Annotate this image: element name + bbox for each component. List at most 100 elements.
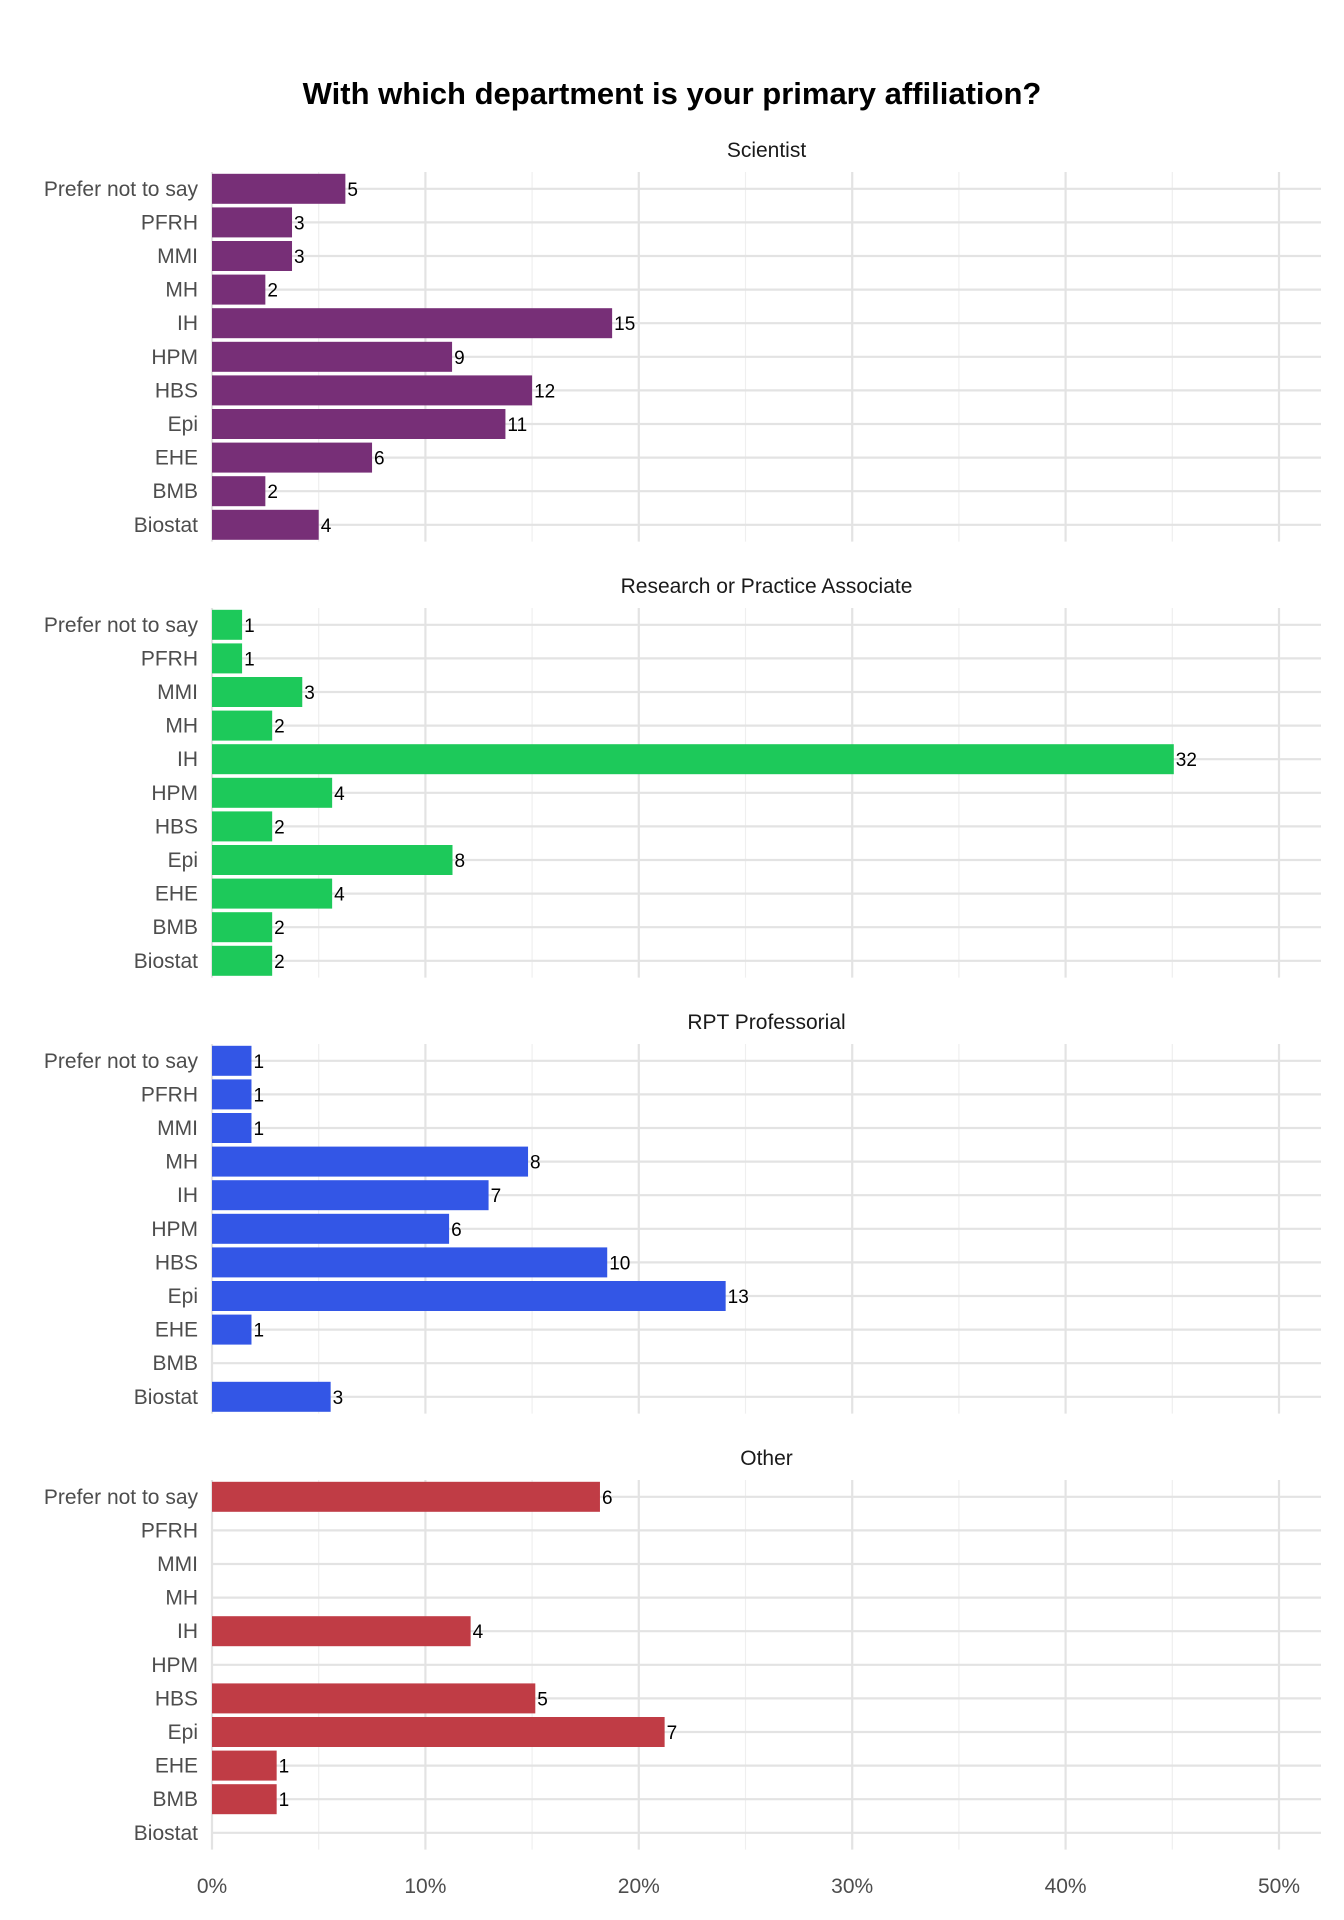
category-label: MH	[165, 1587, 198, 1610]
category-label: HBS	[155, 1251, 198, 1274]
bar	[212, 1784, 277, 1815]
bar	[212, 1213, 450, 1244]
category-label: Prefer not to say	[44, 178, 199, 201]
x-tick-label: 10%	[404, 1875, 446, 1898]
bar	[212, 643, 243, 674]
category-label: PFRH	[141, 647, 198, 670]
bar-value-label: 6	[602, 1488, 613, 1509]
category-label: HPM	[151, 1218, 198, 1241]
bar-value-label: 32	[1176, 750, 1197, 771]
panel-title: Other	[740, 1447, 793, 1470]
x-tick-label: 20%	[618, 1875, 660, 1898]
panel-title: RPT Professorial	[687, 1011, 845, 1034]
bar	[212, 1113, 252, 1143]
bar	[212, 1314, 252, 1345]
category-label: HBS	[155, 379, 198, 402]
chart-title: With which department is your primary af…	[303, 76, 1042, 111]
bar-value-label: 8	[530, 1153, 541, 1174]
bar-value-label: 8	[455, 851, 466, 872]
bar	[212, 878, 333, 909]
x-tick-label: 40%	[1045, 1875, 1087, 1898]
category-label: Biostat	[134, 514, 198, 537]
bar	[212, 409, 506, 439]
facet-panel: RPT Professorial Prefer not to say 1 PFRH 1 M…	[44, 1011, 1321, 1414]
bar	[212, 308, 613, 339]
bar	[212, 173, 346, 204]
category-label: MMI	[157, 1117, 198, 1140]
category-label: Epi	[168, 849, 198, 872]
bar-value-label: 2	[274, 918, 285, 939]
bar	[212, 1079, 252, 1110]
bar	[212, 1146, 529, 1177]
bar-value-label: 2	[274, 717, 285, 738]
bar-value-label: 3	[294, 247, 305, 268]
bar-value-label: 13	[728, 1287, 749, 1308]
bar-value-label: 6	[451, 1220, 462, 1241]
bar-value-label: 3	[294, 213, 305, 234]
category-label: Epi	[168, 413, 198, 436]
category-label: MMI	[157, 245, 198, 268]
bar-value-label: 1	[244, 649, 255, 670]
bar-value-label: 1	[279, 1757, 290, 1778]
bar-value-label: 10	[609, 1253, 630, 1274]
bar-value-label: 1	[253, 1321, 264, 1342]
bar	[212, 1481, 600, 1512]
bar-value-label: 5	[347, 180, 358, 201]
panel-title: Research or Practice Associate	[621, 575, 913, 598]
category-label: Prefer not to say	[44, 1486, 199, 1509]
category-label: HPM	[151, 1654, 198, 1677]
category-label: PFRH	[141, 211, 198, 234]
x-tick-label: 0%	[197, 1875, 227, 1898]
bar	[212, 1045, 252, 1076]
category-label: Prefer not to say	[44, 614, 199, 637]
bar	[212, 476, 266, 507]
bar-value-label: 1	[244, 616, 255, 637]
panel-title: Scientist	[727, 139, 807, 162]
category-label: EHE	[155, 1319, 198, 1342]
bar-value-label: 9	[454, 348, 465, 369]
x-axis: 0% 10% 20% 30% 40% 50%	[197, 1875, 1300, 1898]
bar	[212, 744, 1174, 775]
bar-value-label: 2	[274, 952, 285, 973]
bar	[212, 912, 273, 943]
bar-value-label: 2	[274, 817, 285, 838]
bar	[212, 1180, 489, 1211]
facet-panels: Scientist Prefer not to say 5 PFRH 3 MMI 3 MH 2 I…	[44, 139, 1321, 1850]
category-label: IH	[177, 1184, 198, 1207]
facet-panel: Scientist Prefer not to say 5 PFRH 3 MMI 3 MH 2 I…	[44, 139, 1321, 542]
bar-value-label: 15	[614, 314, 635, 335]
category-label: Biostat	[134, 950, 198, 973]
bar	[212, 811, 273, 842]
category-label: Epi	[168, 1285, 198, 1308]
category-label: Prefer not to say	[44, 1050, 199, 1073]
bar-value-label: 4	[473, 1622, 484, 1643]
x-tick-label: 50%	[1258, 1875, 1300, 1898]
category-label: IH	[177, 312, 198, 335]
bar	[212, 509, 319, 540]
bar-value-label: 7	[491, 1186, 502, 1207]
bar-value-label: 7	[667, 1723, 678, 1744]
facet-panel: Research or Practice Associate Prefer not…	[44, 575, 1321, 978]
bar-value-label: 5	[537, 1689, 548, 1710]
bar	[212, 677, 303, 707]
category-label: MH	[165, 1151, 198, 1174]
category-label: Biostat	[134, 1822, 198, 1845]
bar	[212, 1281, 726, 1311]
bar-value-label: 12	[534, 381, 555, 402]
bar-value-label: 2	[267, 281, 278, 302]
bar	[212, 1717, 665, 1747]
category-label: BMB	[152, 916, 198, 939]
category-label: MH	[165, 279, 198, 302]
bar	[212, 207, 293, 238]
bar	[212, 1616, 471, 1647]
bar-value-label: 1	[279, 1790, 290, 1811]
category-label: HBS	[155, 1687, 198, 1710]
category-label: Epi	[168, 1721, 198, 1744]
category-label: IH	[177, 748, 198, 771]
bar	[212, 341, 453, 372]
bar	[212, 1381, 331, 1412]
bar	[212, 1750, 277, 1781]
category-label: PFRH	[141, 1519, 198, 1542]
bar	[212, 1247, 608, 1278]
